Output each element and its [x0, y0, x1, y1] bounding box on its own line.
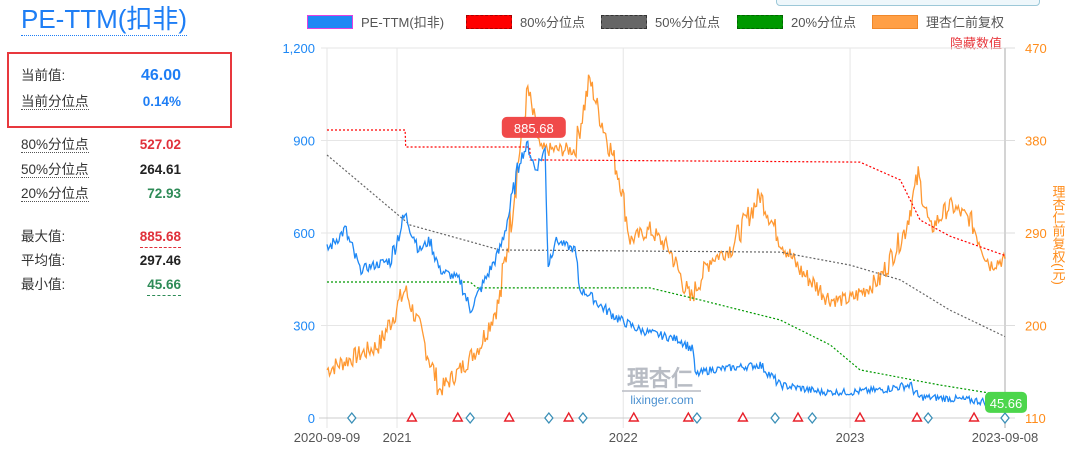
current-value: 46.00 [140, 67, 181, 84]
y-right-tick: 110 [1025, 411, 1046, 426]
event-triangle-marker[interactable] [406, 411, 418, 422]
event-triangle-marker[interactable] [452, 411, 464, 422]
x-tick: 2023-09-08 [972, 430, 1039, 445]
p20-row: 20%分位点 72.93 [21, 184, 181, 204]
event-triangle-marker[interactable] [968, 411, 980, 422]
watermark: 理杏仁 lixinger.com [622, 366, 701, 407]
current-value-label: 当前值: [21, 68, 66, 83]
y-right-tick: 290 [1025, 226, 1047, 241]
current-percentile: 0.14% [142, 94, 181, 109]
series-p80-line [327, 129, 1006, 257]
y-left-tick: 1,200 [282, 41, 315, 56]
legend-p50[interactable]: 50%分位点 [601, 12, 720, 31]
p20-value: 72.93 [147, 186, 181, 201]
legend-label: 50%分位点 [655, 15, 721, 30]
legend-swatch-p20 [737, 14, 783, 29]
legend-label: PE-TTM(扣非) [361, 15, 445, 30]
event-diamond-marker[interactable] [1000, 411, 1010, 425]
y-right-tick: 200 [1025, 319, 1047, 334]
legend-swatch-pe [307, 14, 353, 29]
legend-label: 理杏仁前复权 [926, 15, 1005, 30]
event-triangle-marker[interactable] [682, 411, 695, 422]
max-annotation [501, 116, 566, 138]
y-left-tick: 900 [293, 134, 315, 149]
event-triangle-marker[interactable] [563, 411, 575, 422]
min-value[interactable]: 45.66 [147, 275, 181, 296]
event-diamond-marker[interactable] [807, 411, 818, 425]
event-diamond-marker[interactable] [692, 411, 702, 425]
event-triangle-marker[interactable] [854, 411, 866, 422]
current-percentile-label[interactable]: 当前分位点 [21, 94, 89, 110]
current-value-row: 当前值: 46.00 [21, 66, 181, 86]
legend-swatch-price [872, 14, 918, 29]
series-pe-line [326, 140, 1006, 408]
legend-price[interactable]: 理杏仁前复权 [872, 12, 1004, 31]
event-triangle-marker[interactable] [503, 411, 515, 422]
avg-value: 297.46 [139, 253, 181, 268]
top-panel-edge [776, 0, 1040, 6]
series-p50-line [326, 154, 1006, 338]
p50-row: 50%分位点 264.61 [21, 160, 181, 180]
max-label: 最大值: [21, 229, 66, 244]
max-annotation-text: 885.68 [514, 121, 554, 136]
p50-value: 264.61 [139, 162, 181, 177]
metric-title[interactable]: PE-TTM(扣非) [21, 4, 188, 36]
min-annotation [985, 391, 1027, 413]
y-left-tick: 0 [308, 411, 315, 426]
max-row: 最大值: 885.68 [21, 227, 181, 248]
watermark-site: lixinger.com [630, 393, 693, 407]
current-value-box [7, 52, 232, 128]
p80-value: 527.02 [139, 137, 181, 152]
legend-swatch-p50 [601, 14, 647, 29]
watermark-logo: 理杏仁 [627, 366, 693, 392]
legend-p80[interactable]: 80%分位点 [466, 12, 585, 31]
event-triangle-marker[interactable] [792, 411, 804, 422]
event-diamond-marker[interactable] [465, 411, 475, 425]
legend-swatch-p80 [466, 14, 512, 29]
avg-label: 平均值: [21, 253, 66, 268]
event-diamond-marker[interactable] [544, 411, 554, 425]
y-right-tick: 380 [1025, 134, 1047, 149]
min-label: 最小值: [21, 277, 66, 292]
event-diamond-marker[interactable] [578, 411, 588, 425]
y-left-tick: 300 [293, 319, 315, 334]
avg-row: 平均值: 297.46 [21, 251, 181, 271]
min-row: 最小值: 45.66 [21, 275, 181, 296]
y-right-tick: 470 [1025, 41, 1047, 56]
p20-label[interactable]: 20%分位点 [21, 186, 89, 202]
event-diamond-marker[interactable] [770, 411, 780, 425]
min-annotation-text: 45.66 [990, 396, 1023, 411]
y-right-label: 理杏仁前复权(元) [1051, 185, 1066, 285]
x-tick: 2021 [383, 430, 412, 445]
current-percentile-row: 当前分位点 0.14% [21, 92, 181, 112]
event-diamond-marker[interactable] [346, 411, 357, 425]
series-p20-line [327, 281, 1006, 397]
series-price-line [326, 74, 1006, 396]
x-tick: 2022 [609, 430, 638, 445]
p50-label[interactable]: 50%分位点 [21, 162, 89, 178]
legend-pe[interactable]: PE-TTM(扣非) [307, 12, 444, 31]
y-left-tick: 600 [293, 226, 315, 241]
x-tick: 2020-09-09 [294, 430, 361, 445]
legend-label: 80%分位点 [520, 15, 586, 30]
legend-label: 20%分位点 [791, 15, 857, 30]
event-triangle-marker[interactable] [911, 411, 923, 422]
legend-p20[interactable]: 20%分位点 [737, 12, 856, 31]
event-diamond-marker[interactable] [923, 411, 933, 425]
event-triangle-marker[interactable] [628, 411, 640, 422]
hide-values-link[interactable]: 隐藏数值 [950, 36, 1003, 51]
p80-row: 80%分位点 527.02 [21, 135, 181, 155]
event-triangle-marker[interactable] [737, 411, 749, 422]
p80-label[interactable]: 80%分位点 [21, 137, 89, 153]
x-tick: 2023 [836, 430, 865, 445]
max-value[interactable]: 885.68 [139, 227, 181, 248]
